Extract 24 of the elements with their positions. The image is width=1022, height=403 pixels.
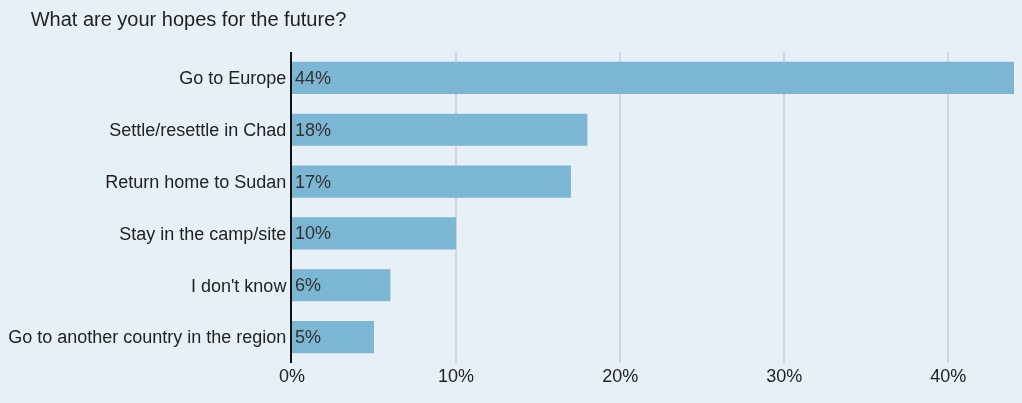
data-label: 18%: [295, 119, 332, 140]
bar: [292, 217, 457, 250]
y-tick-label: Return home to Sudan: [105, 171, 287, 192]
data-label: 17%: [295, 171, 332, 192]
x-tick-label: 30%: [766, 366, 803, 386]
chart-title: What are your hopes for the future?: [30, 8, 347, 31]
x-tick-label: 40%: [930, 366, 967, 386]
data-label: 6%: [295, 275, 322, 296]
x-tick-label: 10%: [438, 366, 475, 386]
x-tick-label: 0%: [278, 366, 306, 386]
y-tick-label: Stay in the camp/site: [119, 223, 287, 244]
x-tick-label: 20%: [602, 366, 639, 386]
y-tick-label: Go to Europe: [179, 68, 287, 89]
data-label: 10%: [295, 223, 332, 244]
data-label: 5%: [295, 327, 322, 348]
y-tick-label: Go to another country in the region: [8, 327, 287, 348]
y-tick-label: Settle/resettle in Chad: [109, 120, 287, 141]
bar: [292, 269, 391, 302]
bar: [292, 165, 571, 198]
bar: [292, 321, 375, 354]
bar: [292, 113, 588, 146]
data-label: 44%: [295, 67, 332, 88]
y-tick-label: I don't know: [190, 275, 288, 296]
bar: [292, 61, 1014, 94]
